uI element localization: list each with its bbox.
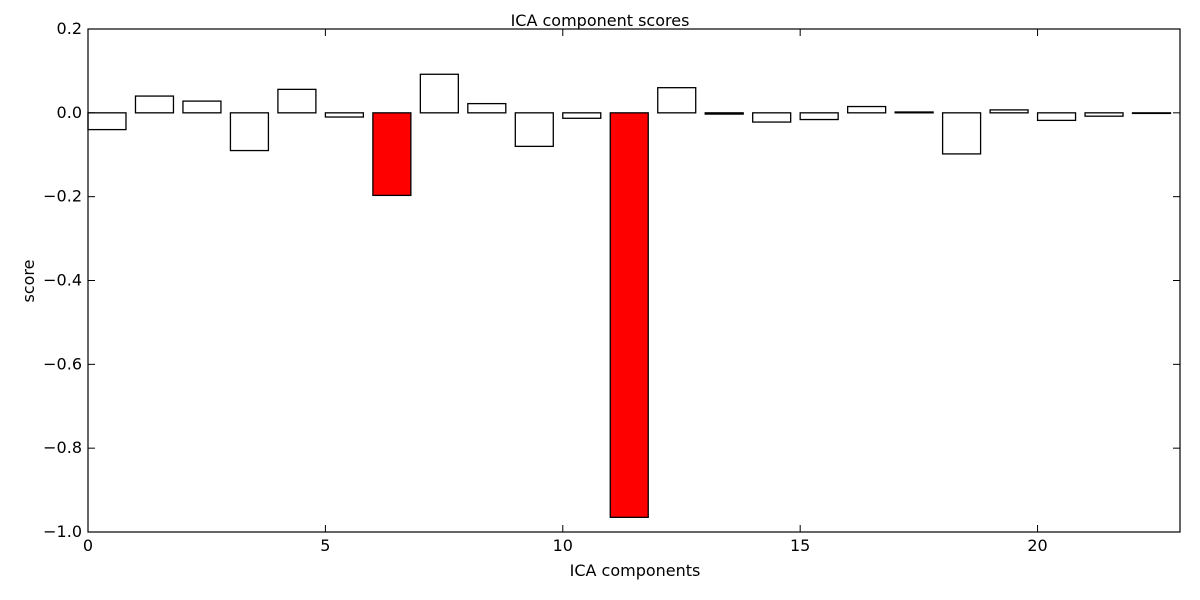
bar-component-22 — [1131, 112, 1172, 115]
bar-component-2 — [182, 100, 222, 114]
x-tick-label: 10 — [553, 536, 573, 555]
bar-component-5 — [324, 112, 365, 118]
y-tick-label: 0.2 — [57, 19, 82, 38]
x-tick-label: 5 — [320, 536, 330, 555]
bar-component-4 — [277, 88, 317, 114]
y-tick-label: 0.0 — [57, 103, 82, 122]
bar-component-11 — [609, 112, 649, 518]
bar-component-10 — [562, 112, 602, 119]
bars-group — [87, 73, 1172, 518]
bar-component-13 — [704, 112, 744, 115]
y-tick-label: −0.8 — [43, 438, 82, 457]
y-axis-label: score — [19, 260, 38, 303]
bar-component-9 — [514, 112, 554, 148]
bar-component-12 — [657, 87, 697, 114]
y-tick-label: −0.2 — [43, 187, 82, 206]
x-tick-label: 20 — [1027, 536, 1047, 555]
bar-component-3 — [229, 112, 270, 152]
x-tick-label: 15 — [790, 536, 810, 555]
bar-component-19 — [989, 109, 1029, 114]
y-tick-label: −1.0 — [43, 522, 82, 541]
bar-component-1 — [134, 95, 175, 114]
x-axis-label: ICA components — [570, 561, 701, 580]
bar-component-21 — [1084, 112, 1124, 117]
bar-component-16 — [847, 105, 887, 114]
bar-component-0 — [87, 112, 127, 131]
bar-component-18 — [941, 112, 982, 155]
ticks-group: 0 5 10 15 20 0.2 0.0 −0.2 −0.4 −0.6 −0.8 −1.0 — [43, 19, 1180, 555]
y-tick-label: −0.4 — [43, 271, 82, 290]
x-tick-label: 0 — [83, 536, 93, 555]
bar-component-17 — [894, 111, 934, 114]
bar-component-7 — [419, 73, 459, 114]
bar-component-14 — [752, 112, 792, 123]
y-tick-label: −0.6 — [43, 354, 82, 373]
bar-component-20 — [1036, 112, 1077, 122]
bar-component-15 — [799, 112, 839, 121]
chart-title: ICA component scores — [511, 11, 690, 30]
bar-component-6 — [372, 112, 412, 197]
bar-component-8 — [467, 102, 507, 114]
